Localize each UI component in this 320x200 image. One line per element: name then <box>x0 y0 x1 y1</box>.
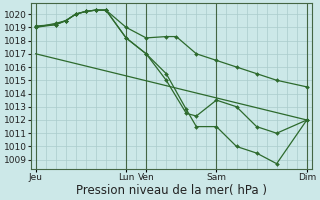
X-axis label: Pression niveau de la mer( hPa ): Pression niveau de la mer( hPa ) <box>76 184 267 197</box>
